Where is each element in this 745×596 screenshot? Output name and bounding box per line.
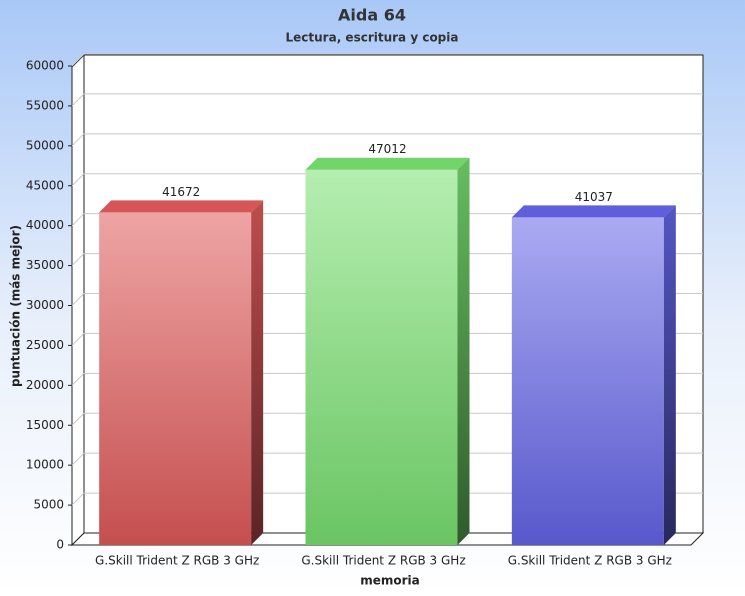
bar-top bbox=[99, 200, 264, 213]
y-tick-label: 0 bbox=[56, 538, 64, 552]
y-tick-label: 45000 bbox=[26, 178, 64, 192]
bar-side bbox=[251, 200, 264, 545]
grid-line bbox=[71, 53, 85, 67]
bar-side bbox=[663, 205, 676, 546]
y-tick-label: 60000 bbox=[26, 59, 64, 73]
x-tick-label: G.Skill Trident Z RGB 3 GHz bbox=[301, 554, 465, 568]
value-label: 41672 bbox=[162, 185, 200, 199]
y-tick-label: 35000 bbox=[26, 258, 64, 272]
bar-top bbox=[305, 157, 470, 170]
chart-subtitle: Lectura, escritura y copia bbox=[286, 31, 459, 45]
grid-line bbox=[71, 492, 85, 506]
value-label: 47012 bbox=[368, 142, 406, 156]
y-tick-label: 55000 bbox=[26, 98, 64, 112]
grid-line bbox=[71, 293, 85, 306]
x-tick-label: G.Skill Trident Z RGB 3 GHz bbox=[95, 554, 259, 568]
y-tick-label: 20000 bbox=[26, 378, 64, 392]
grid-line bbox=[71, 412, 85, 426]
y-tick-label: 40000 bbox=[26, 218, 64, 232]
y-tick-label: 50000 bbox=[26, 138, 64, 152]
x-tick-label: G.Skill Trident Z RGB 3 GHz bbox=[508, 554, 672, 568]
grid-line bbox=[71, 133, 85, 147]
grid-line bbox=[71, 452, 85, 466]
grid-line bbox=[71, 372, 85, 386]
x-axis-title: memoria bbox=[360, 574, 420, 588]
y-tick-label: 5000 bbox=[33, 498, 64, 512]
bar bbox=[99, 212, 252, 545]
value-label: 41037 bbox=[575, 190, 613, 204]
grid-line bbox=[71, 173, 85, 187]
y-tick-label: 30000 bbox=[26, 298, 64, 312]
bar-side bbox=[457, 157, 470, 545]
grid-line bbox=[71, 253, 85, 266]
y-tick-label: 15000 bbox=[26, 418, 64, 432]
bar bbox=[511, 217, 664, 546]
grid-line bbox=[71, 93, 85, 107]
y-tick-label: 25000 bbox=[26, 338, 64, 352]
y-axis-title: puntuación (más mejor) bbox=[9, 225, 23, 387]
grid-line bbox=[71, 213, 85, 227]
bar bbox=[305, 169, 458, 545]
y-tick-label: 10000 bbox=[26, 458, 64, 472]
grid-line bbox=[71, 333, 85, 346]
bar-top bbox=[511, 205, 676, 218]
chart-title: Aida 64 bbox=[338, 6, 406, 25]
